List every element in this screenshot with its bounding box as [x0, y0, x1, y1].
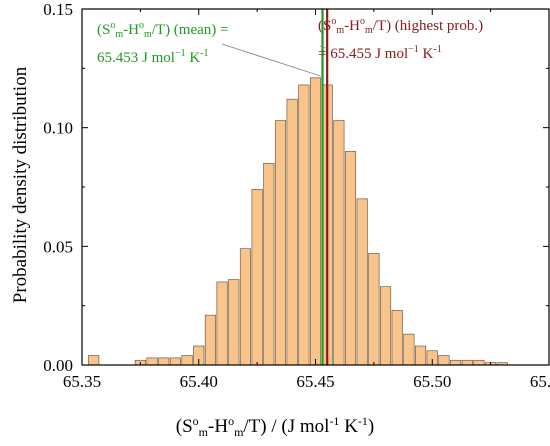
highest-prob-annotation: (Som-Hom/T) (highest prob.) = 65.455 J m…: [318, 17, 483, 63]
histogram-bar: [204, 314, 216, 366]
highest-text-s: (S: [318, 18, 332, 34]
histogram-bar: [216, 281, 228, 366]
mean-annotation: (Som-Hom/T) (mean) = 65.453 J mol−1 K-1: [97, 21, 229, 67]
histogram-bar: [146, 357, 158, 366]
mean-text-h: -H: [123, 22, 139, 38]
highest-leader-line: [319, 45, 326, 49]
mean-text-m2: m: [143, 29, 152, 40]
xlabel-m: m: [198, 425, 208, 439]
histogram-bar: [251, 189, 263, 366]
xlabel-s: (S: [175, 416, 193, 437]
x-tick-label: 65.35: [63, 372, 101, 391]
xlabel-m2: m: [234, 425, 244, 439]
highest-annotation-line1: (Som-Hom/T) (highest prob.): [318, 16, 484, 36]
histogram-bar: [181, 355, 193, 366]
y-tick-label: 0.15: [43, 0, 73, 19]
y-tick-label: 0.00: [43, 356, 73, 375]
histogram-bar: [263, 162, 275, 366]
histogram-bar: [88, 355, 100, 366]
highest-text-h: -H: [344, 18, 360, 34]
mean-text-m: m: [115, 29, 124, 40]
histogram-bar: [309, 77, 322, 366]
histogram-bar: [461, 359, 473, 366]
mean-text-o2: o: [138, 20, 144, 31]
reference-lines: [321, 9, 329, 365]
xlabel-exp1: -1: [329, 414, 340, 428]
x-axis-label: (Som-Hom/T) / (J mol-1 K-1): [0, 414, 550, 439]
histogram-bar: [286, 98, 298, 366]
histogram-bar: [450, 359, 462, 366]
mean-text-s: (S: [97, 22, 111, 38]
mean-value: 65.453 J mol: [97, 50, 175, 66]
highest-value: = 65.455 J mol: [318, 46, 409, 62]
mean-leader-line: [221, 43, 321, 77]
histogram-bar: [298, 84, 310, 366]
x-tick-label: 65.55: [530, 372, 550, 391]
x-tick-label: 65.50: [413, 372, 451, 391]
xlabel-o: o: [192, 414, 199, 428]
highest-unit-k: K: [418, 46, 434, 62]
highest-exp2: -1: [433, 44, 442, 55]
y-tick-label: 0.05: [43, 237, 73, 256]
histogram-bar: [158, 357, 170, 366]
histogram-bar: [473, 359, 485, 366]
histogram-bar: [438, 355, 450, 366]
histogram-bar: [356, 198, 368, 366]
mean-annotation-line1: (Som-Hom/T) (mean) =: [97, 20, 229, 40]
histogram-bar: [368, 253, 380, 366]
xlabel-unit: /T) / (J mol: [243, 416, 330, 437]
y-tick-label: 0.10: [43, 119, 73, 138]
histogram-bar: [228, 279, 240, 366]
histogram-bar: [169, 357, 181, 366]
xlabel-h: -H: [208, 416, 229, 437]
highest-text-o: o: [331, 16, 337, 27]
highest-exp1: −1: [408, 44, 419, 55]
highest-annotation-line2: = 65.455 J mol−1 K-1: [318, 45, 483, 63]
xlabel-k: K: [339, 416, 358, 437]
mean-text-label: /T) (mean) =: [151, 22, 229, 38]
histogram-bar: [403, 333, 415, 366]
xlabel-o2: o: [228, 414, 235, 428]
annotation-leaders: [221, 43, 326, 77]
histogram-bar: [274, 120, 287, 366]
histogram-bars: [88, 77, 508, 366]
histogram-bar: [333, 120, 345, 366]
histogram-bar: [380, 286, 392, 366]
histogram-bar: [344, 151, 357, 366]
mean-exp2: -1: [200, 48, 209, 59]
histogram-bar: [391, 310, 403, 366]
highest-text-m2: m: [364, 25, 373, 36]
xlabel-close: ): [367, 416, 375, 437]
highest-text-m: m: [336, 25, 345, 36]
x-tick-label: 65.45: [296, 372, 334, 391]
y-axis-label-text: Probability density distribution: [10, 66, 31, 304]
xlabel-exp2: -1: [357, 414, 368, 428]
highest-text-o2: o: [359, 16, 365, 27]
axis-ticks: 65.35 65.40 65.45 65.50 65.55 0.00 0.05 0.10 0.1…: [43, 0, 550, 391]
mean-text-o: o: [110, 20, 116, 31]
highest-text-label: /T) (highest prob.): [372, 18, 484, 34]
mean-unit-k: K: [185, 50, 201, 66]
histogram-bar: [239, 248, 251, 366]
mean-annotation-line2: 65.453 J mol−1 K-1: [97, 49, 229, 67]
x-tick-label: 65.40: [180, 372, 218, 391]
histogram-bar: [415, 345, 427, 366]
mean-exp1: −1: [174, 48, 186, 59]
